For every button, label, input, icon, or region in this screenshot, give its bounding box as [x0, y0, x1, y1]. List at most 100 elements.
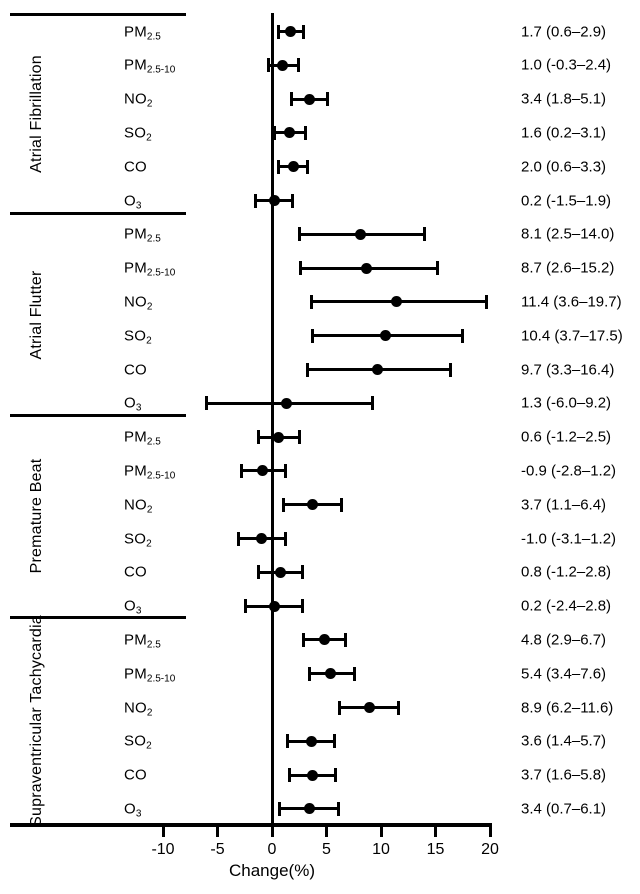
estimate-value-label: 0.6 (-1.2–2.5): [521, 428, 612, 446]
point-estimate-dot: [318, 634, 330, 646]
pollutant-label-subscript: 2: [146, 707, 153, 718]
group-label: Atrial Fibrillation: [28, 54, 45, 173]
ci-cap-right: [297, 430, 301, 445]
pollutant-label-subscript: 2.5-10: [146, 470, 176, 482]
ci-cap-right: [485, 294, 489, 309]
ci-cap-left: [244, 599, 248, 614]
x-axis-tick-label: 0: [267, 841, 277, 858]
ci-cap-left: [287, 768, 291, 783]
pollutant-label-main: PM: [124, 631, 147, 649]
x-axis-line: [10, 823, 492, 827]
point-estimate-dot: [306, 499, 318, 511]
estimate-value-label: 1.7 (0.6–2.9): [521, 23, 607, 40]
pollutant-label-main: PM: [124, 56, 147, 74]
pollutant-label-subscript: 2.5: [146, 233, 161, 245]
pollutant-label-main: CO: [124, 361, 147, 378]
estimate-value-label: 1.0 (-0.3–2.4): [521, 56, 612, 74]
x-axis-tick: [161, 827, 165, 837]
x-axis-title: Change(%): [229, 861, 315, 880]
pollutant-label: NO2: [124, 496, 153, 516]
pollutant-label-subscript: 2.5-10: [146, 64, 176, 76]
pollutant-label-subscript: 2: [146, 538, 152, 549]
estimate-value-label: 4.8 (2.9–6.7): [521, 631, 607, 649]
x-axis-tick: [216, 827, 219, 837]
point-estimate-dot: [280, 397, 292, 409]
point-estimate-dot: [273, 431, 285, 443]
point-estimate-dot: [255, 533, 267, 544]
ci-cap-right: [370, 396, 374, 411]
pollutant-label: CO: [124, 564, 147, 581]
x-axis-tick-label: 5: [322, 841, 331, 858]
ci-cap-left: [278, 801, 282, 816]
pollutant-label-main: PM: [124, 665, 147, 683]
point-estimate-dot: [325, 668, 337, 680]
pollutant-label-subscript: 2.5: [146, 639, 161, 651]
estimate-value-label: 2.0 (0.6–3.3): [521, 158, 607, 176]
pollutant-label-main: PM: [124, 462, 147, 480]
point-estimate-dot: [285, 26, 297, 37]
pollutant-label-subscript: 2: [146, 301, 153, 313]
ci-cap-right: [396, 700, 400, 715]
zero-reference-line: [270, 13, 274, 825]
ci-cap-left: [277, 159, 281, 174]
estimate-value-label: 3.7 (1.6–5.8): [521, 766, 607, 784]
ci-cap-right: [306, 159, 310, 174]
x-axis-tick-label: 15: [426, 841, 445, 858]
ci-cap-right: [333, 768, 337, 783]
pollutant-label-main: PM: [124, 428, 147, 446]
point-estimate-dot: [277, 59, 289, 71]
ci-cap-left: [310, 328, 314, 343]
ci-cap-right: [336, 801, 340, 816]
estimate-value-label: 1.3 (-6.0–9.2): [521, 394, 612, 412]
pollutant-label-subscript: 2.5-10: [146, 267, 176, 279]
pollutant-label: PM2.5-10: [124, 462, 176, 482]
estimate-value-label: 5.4 (3.4–7.6): [521, 665, 607, 683]
point-estimate-dot: [288, 161, 300, 173]
point-estimate-dot: [256, 465, 268, 477]
pollutant-label-subscript: 2: [146, 504, 153, 516]
point-estimate-dot: [372, 364, 384, 375]
ci-cap-right: [283, 463, 287, 478]
ci-cap-right: [296, 58, 300, 73]
ci-cap-left: [290, 92, 294, 107]
ci-cap-right: [283, 531, 287, 546]
pollutant-label-main: NO: [124, 293, 147, 311]
group-label: Supraventricular Tachycardia: [28, 615, 45, 827]
x-axis-tick: [270, 827, 274, 837]
point-estimate-dot: [379, 330, 391, 342]
estimate-value-label: -1.0 (-3.1–1.2): [521, 530, 617, 547]
ci-cap-left: [285, 734, 289, 749]
pollutant-label: PM2.5-10: [124, 260, 176, 279]
pollutant-label-main: O: [124, 800, 136, 818]
pollutant-label-subscript: 2: [146, 98, 153, 110]
ci-cap-left: [302, 632, 306, 647]
ci-cap-left: [298, 261, 302, 276]
estimate-value-label: 8.9 (6.2–11.6): [521, 699, 614, 716]
ci-cap-right: [340, 497, 344, 512]
x-axis-tick-label: 10: [372, 841, 390, 858]
pollutant-label: PM2.5-10: [124, 56, 176, 76]
pollutant-label-subscript: 2.5: [146, 31, 161, 42]
ci-cap-right: [423, 227, 427, 242]
pollutant-label-main: SO: [124, 124, 147, 142]
point-estimate-dot: [306, 769, 318, 781]
ci-cap-right: [304, 125, 308, 140]
ci-cap-left: [254, 193, 258, 208]
pollutant-label-subscript: 2: [146, 335, 152, 347]
pollutant-label-subscript: 3: [135, 605, 142, 617]
pollutant-label-main: CO: [124, 158, 147, 176]
pollutant-label-main: NO: [124, 90, 147, 108]
ci-cap-right: [301, 599, 305, 614]
pollutant-label-subscript: 2.5: [146, 436, 161, 448]
pollutant-label-main: NO: [124, 699, 147, 716]
section-divider-line: [10, 12, 186, 16]
pollutant-label-subscript: 3: [135, 200, 142, 211]
pollutant-label: O3: [124, 800, 141, 819]
estimate-value-label: 1.6 (0.2–3.1): [521, 124, 607, 142]
group-label: Premature Beat: [28, 458, 45, 574]
pollutant-label: PM2.5: [124, 631, 161, 651]
point-estimate-dot: [363, 702, 375, 713]
pollutant-label-main: SO: [124, 732, 147, 750]
ci-cap-left: [297, 227, 301, 242]
pollutant-label: PM2.5: [124, 226, 161, 245]
